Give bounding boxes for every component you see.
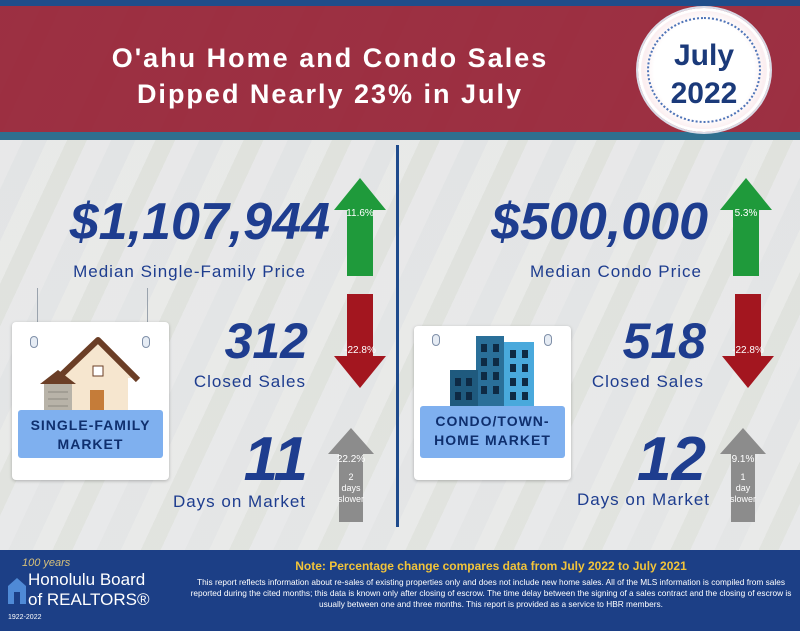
sf-median-price: $1,107,944 (69, 193, 330, 251)
sf-market-card: SINGLE-FAMILY MARKET (12, 322, 169, 480)
sf-market-line-1: SINGLE-FAMILY (30, 417, 151, 433)
pin-icon (432, 334, 440, 346)
column-divider (396, 145, 399, 527)
logo-line-2: of REALTORS® (28, 590, 150, 609)
sf-sales-change: -22.8% (344, 345, 376, 356)
sf-price-change: 11.6% (346, 208, 374, 219)
footer (0, 550, 800, 631)
logo-line-1: Honolulu Board (28, 570, 146, 589)
badge-year: 2022 (670, 77, 738, 110)
sf-days-label: Days on Market (172, 492, 306, 511)
condo-market-card: CONDO/TOWN- HOME MARKET (414, 326, 571, 480)
sf-closed-sales: 312 (224, 313, 308, 369)
condo-closed-sales: 518 (622, 313, 706, 369)
condo-building-icon (450, 336, 534, 412)
sf-card-string-right (147, 288, 148, 328)
sf-days-note-2: days (341, 483, 361, 493)
sf-sales-label: Closed Sales (193, 372, 306, 391)
condo-price-label: Median Condo Price (529, 262, 702, 281)
sf-price-label: Median Single-Family Price (73, 262, 306, 281)
sf-sales-down-arrow: -22.8% (334, 294, 386, 388)
footer-disclaimer: This report reflects information about r… (190, 577, 792, 609)
footer-note: Note: Percentage change compares data fr… (295, 559, 687, 573)
condo-market-line-1: CONDO/TOWN- (435, 413, 550, 429)
logo-years: 100 years (22, 557, 71, 569)
pin-icon (544, 334, 552, 346)
page-title: O'ahu Home and Condo Sales Dipped Nearly… (40, 40, 620, 112)
sf-price-up-arrow: 11.6% (334, 178, 386, 276)
logo-dates: 1922-2022 (8, 614, 42, 621)
pin-icon (30, 336, 38, 348)
condo-price-up-arrow: 5.3% (720, 178, 772, 276)
condo-days-neutral-arrow: 9.1% 1 day slower (720, 428, 766, 522)
pin-icon (142, 336, 150, 348)
condo-sales-change: -22.8% (732, 345, 764, 356)
condo-market-line-2: HOME MARKET (434, 432, 551, 448)
title-line-2: Dipped Nearly 23% in July (136, 79, 524, 109)
condo-days-on-market: 12 (637, 425, 706, 494)
badge-ring (647, 17, 761, 123)
house-icon (38, 337, 142, 415)
sf-market-line-2: MARKET (57, 436, 124, 452)
sf-days-neutral-arrow: 22.2% 2 days slower (328, 428, 374, 522)
sf-days-on-market: 11 (243, 425, 308, 494)
condo-days-note-3: slower (729, 494, 756, 504)
sf-market-plate: SINGLE-FAMILY MARKET (18, 410, 163, 458)
condo-days-note-1: 1 (740, 472, 746, 482)
condo-sales-label: Closed Sales (591, 372, 704, 391)
condo-days-note-2: day (735, 483, 751, 493)
condo-median-price: $500,000 (491, 193, 708, 251)
sf-days-change: 22.2% (336, 454, 366, 465)
condo-days-label: Days on Market (576, 490, 710, 509)
sf-days-note-1: 2 (348, 472, 354, 482)
badge-month: July (673, 39, 735, 72)
condo-sales-down-arrow: -22.8% (722, 294, 774, 388)
sf-days-note-3: slower (337, 494, 364, 504)
condo-market-plate: CONDO/TOWN- HOME MARKET (420, 406, 565, 458)
title-line-1: O'ahu Home and Condo Sales (111, 43, 549, 73)
logo-mark-icon (8, 578, 26, 604)
condo-price-change: 5.3% (734, 208, 758, 219)
date-badge: July 2022 (638, 8, 770, 132)
sf-card-string-left (37, 288, 38, 328)
condo-days-change: 9.1% (731, 454, 755, 465)
